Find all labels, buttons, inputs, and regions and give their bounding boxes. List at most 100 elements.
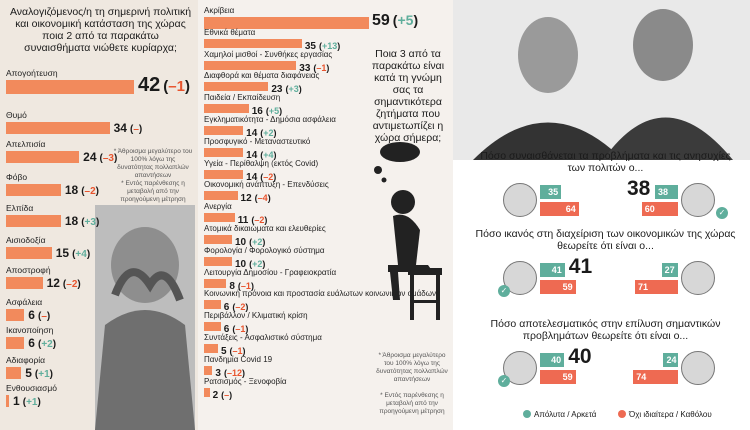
left-good-bar: 41 (540, 263, 565, 277)
issue-value-change: +2 (252, 237, 263, 247)
issue-value-open-paren: ( (265, 106, 269, 117)
distressed-man-photo (95, 205, 195, 430)
leaders-photo (453, 0, 750, 160)
issue-label: Ανεργία (204, 202, 232, 212)
leader-left-avatar (503, 183, 537, 217)
emotion-value: 42 (–1) (138, 74, 190, 97)
issue-value-open-paren: ( (260, 149, 264, 160)
emotion-value-value: 6 (28, 336, 35, 350)
emotion-value-close-paren: ) (113, 153, 118, 164)
issue-value-close-paren: ) (279, 106, 283, 117)
emotion-value: 1 (+1) (13, 392, 41, 410)
issue-value-value: 23 (271, 84, 283, 96)
issue-value-change: +13 (322, 40, 338, 51)
issue-value-value: 35 (304, 40, 316, 52)
emotion-bar (6, 247, 52, 259)
issue-label: Εθνικά θέματα (204, 27, 256, 37)
issue-value: 14 (+2) (246, 123, 276, 141)
emotion-label: Ικανοποίηση (6, 325, 54, 335)
issue-value-change: –2 (263, 171, 274, 182)
legend-good-swatch (523, 410, 531, 418)
emotion-value-value: 42 (138, 74, 161, 96)
issue-value-close-paren: ) (273, 171, 277, 182)
emotion-label: Απελπισία (6, 139, 46, 149)
emotion-value-value: 5 (25, 366, 32, 380)
emotion-value-open-paren: ( (99, 153, 103, 164)
issue-label: Εγκληματικότητα - Δημόσια ασφάλεια (204, 115, 336, 124)
issue-value: 14 (–2) (246, 167, 276, 185)
question-title: Πόσο ικανός στη διαχείριση των οικονομικ… (475, 228, 736, 252)
issue-value: 33 (–1) (299, 58, 329, 76)
emotion-value-open-paren: ( (163, 78, 169, 95)
left-good-bar: 35 (540, 185, 562, 199)
emotions-panel: Αναλογιζόμενος/η τη σημερινή πολιτική κα… (0, 0, 198, 430)
issue-value-open-paren: ( (254, 193, 258, 204)
note-sum-2: * Άθροισμα μεγαλύτερο του 100% λόγω της … (376, 352, 448, 383)
issue-label: Λειτουργία Δημοσίου - Γραφειοκρατία (204, 267, 337, 277)
issue-value: 5 (–1) (221, 341, 246, 359)
issue-label: Περιβάλλον / Κλιματική κρίση (204, 311, 308, 321)
leading-value: 40 (568, 345, 592, 368)
issue-value: 35 (+13) (305, 36, 340, 54)
emotion-value-open-paren: ( (129, 124, 134, 135)
left-bad-bar: 64 (540, 202, 579, 216)
emotion-value-change: +1 (26, 397, 38, 408)
issue-value-change: +5 (397, 12, 414, 28)
emotion-value: 6 (+2) (28, 334, 56, 352)
issue-bar (204, 147, 244, 157)
emotion-value: 6 (–) (28, 306, 50, 324)
emotion-bar (6, 309, 25, 321)
emotion-label: Αποστροφή (6, 265, 51, 275)
issue-value-close-paren: ) (262, 258, 266, 269)
emotion-value: 18 (+3) (65, 212, 99, 230)
right-good-bar: 24 (663, 353, 678, 367)
emotion-label: Ελπίδα (6, 203, 34, 213)
issue-label: Χαμηλοί μισθοί - Συνθήκες εργασίας (204, 49, 333, 59)
emotion-bar (6, 215, 61, 227)
left-good-bar: 40 (540, 353, 565, 367)
issue-value-change: +2 (252, 258, 263, 269)
issue-value-change: – (224, 389, 230, 400)
issue-label: Ακρίβεια (204, 6, 235, 15)
emotion-bar (6, 337, 25, 349)
right-good-bar: 38 (655, 185, 678, 199)
issue-value-value: 11 (237, 215, 249, 227)
issue-value-open-paren: ( (229, 346, 233, 356)
emotion-value-close-paren: ) (95, 186, 100, 197)
left-bad-bar: 59 (540, 370, 576, 384)
question-title: Πόσο συναισθάνεται τα προβλήματα και τις… (480, 150, 731, 174)
emotion-value-value: 12 (46, 276, 60, 290)
note-change-2: * Εντός παρένθεσης η μεταβολή από την πρ… (379, 392, 445, 415)
left-bad-bar: 59 (540, 280, 576, 294)
issue-value: 6 (–1) (224, 319, 249, 337)
issue-bar (204, 235, 232, 244)
emotion-value-open-paren: ( (81, 186, 85, 197)
emotion-bar (6, 277, 43, 289)
thinking-person-icon (374, 142, 442, 320)
issue-value-value: 2 (212, 389, 219, 401)
emotion-value-close-paren: ) (86, 249, 91, 260)
issue-bar (204, 344, 218, 353)
issue-value-change: –1 (235, 324, 246, 335)
leaders-panel: Πόσο συναισθάνεται τα προβλήματα και τις… (453, 0, 750, 430)
issue-value-close-paren: ) (245, 302, 249, 313)
issue-label: Διαφθορά και θέματα διαφάνειας (204, 71, 320, 81)
emotion-value-open-paren: ( (37, 311, 42, 322)
emotion-value-value: 1 (13, 394, 20, 408)
emotion-value-open-paren: ( (22, 397, 27, 408)
issue-value-value: 14 (246, 149, 258, 161)
issue-value-close-paren: ) (250, 280, 254, 291)
emotion-value-change: –1 (168, 78, 185, 95)
emotion-value-open-paren: ( (62, 279, 67, 290)
emotion-value-value: 18 (64, 183, 79, 197)
issue-label: Οικονομική ανάπτυξη - Επενδύσεις (204, 180, 329, 190)
legend-good: Απόλυτα / Αρκετά (523, 410, 596, 419)
emotion-value: 34 (–) (114, 119, 143, 137)
issues-panel: Ποια 3 από τα παρακάτω είναι κατά τη γνώ… (198, 0, 453, 430)
emotion-bar (6, 80, 134, 94)
issue-value-close-paren: ) (241, 367, 245, 378)
question-title: Πόσο αποτελεσματικός στην επίλυση σημαντ… (490, 318, 721, 342)
emotion-value: 24 (–3) (83, 148, 117, 166)
issues-chart: Ακρίβεια 59 (+5) Εθνικά θέματα 35 (+13) Χαμηλο… (198, 0, 453, 430)
issue-bar (204, 38, 302, 48)
